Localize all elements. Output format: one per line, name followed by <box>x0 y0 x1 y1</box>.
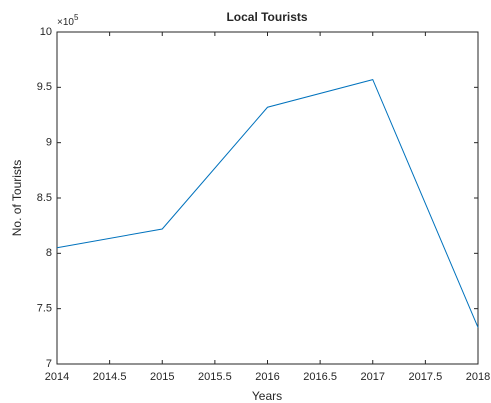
y-exponent: ×105 <box>57 13 79 28</box>
y-axis-label: No. of Tourists <box>10 160 24 236</box>
y-tick-label: 10 <box>40 26 52 38</box>
x-tick-label: 2017.5 <box>409 371 443 383</box>
x-tick-label: 2015 <box>150 371 174 383</box>
x-tick-label: 2017 <box>361 371 385 383</box>
y-exponent-base: ×10 <box>57 17 74 28</box>
x-tick-label: 2014 <box>45 371 69 383</box>
y-tick-label: 7.5 <box>37 303 52 315</box>
x-tick-label: 2016 <box>255 371 279 383</box>
y-exponent-power: 5 <box>74 13 79 22</box>
x-tick-label: 2015.5 <box>198 371 232 383</box>
x-axis-label: Years <box>252 389 282 403</box>
chart-title: Local Tourists <box>226 10 307 24</box>
x-tick-label: 2018 <box>466 371 490 383</box>
x-tick-label: 2016.5 <box>303 371 337 383</box>
y-tick-label: 8 <box>46 247 52 259</box>
y-tick-label: 7 <box>46 358 52 370</box>
y-tick-label: 8.5 <box>37 192 52 204</box>
x-tick-label: 2014.5 <box>93 371 127 383</box>
plot-area <box>56 31 479 365</box>
y-tick-label: 9 <box>46 137 52 149</box>
data-line <box>56 78 479 328</box>
y-tick-label: 9.5 <box>37 81 52 93</box>
